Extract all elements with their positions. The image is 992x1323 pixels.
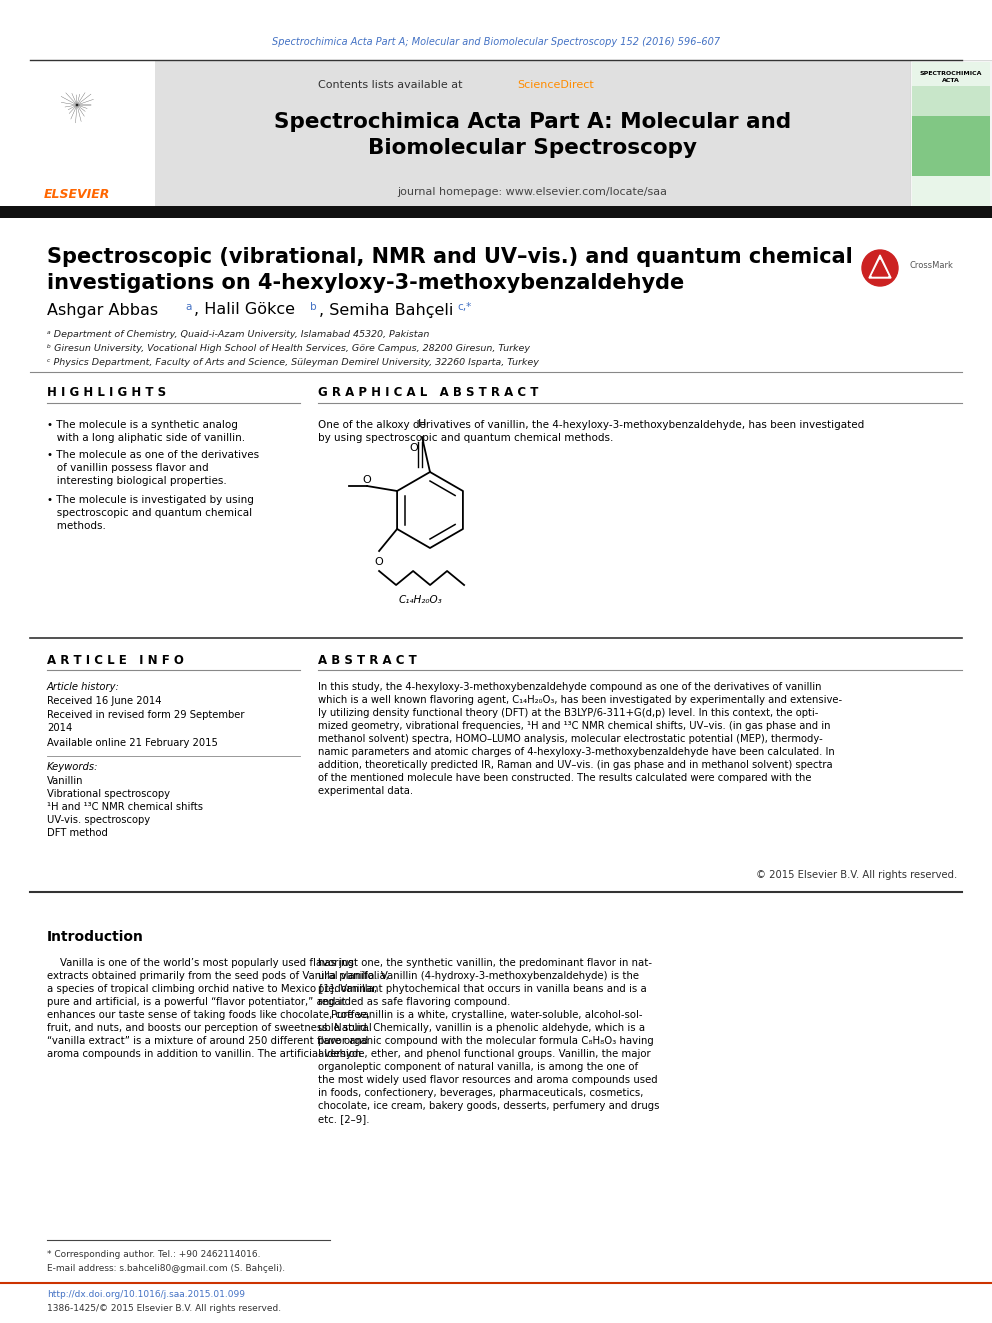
Text: has just one, the synthetic vanillin, the predominant flavor in nat-
ural vanill: has just one, the synthetic vanillin, th…	[318, 958, 660, 1125]
Text: In this study, the 4-hexyloxy-3-methoxybenzaldehyde compound as one of the deriv: In this study, the 4-hexyloxy-3-methoxyb…	[318, 681, 842, 796]
Text: Keywords:: Keywords:	[47, 762, 98, 773]
Polygon shape	[869, 255, 891, 278]
FancyBboxPatch shape	[155, 60, 910, 208]
Text: * Corresponding author. Tel.: +90 2462114016.: * Corresponding author. Tel.: +90 246211…	[47, 1250, 261, 1259]
Text: http://dx.doi.org/10.1016/j.saa.2015.01.099: http://dx.doi.org/10.1016/j.saa.2015.01.…	[47, 1290, 245, 1299]
Text: A R T I C L E   I N F O: A R T I C L E I N F O	[47, 654, 184, 667]
Text: Vanillin: Vanillin	[47, 777, 83, 786]
Text: UV-vis. spectroscopy: UV-vis. spectroscopy	[47, 815, 150, 826]
Text: ¹H and ¹³C NMR chemical shifts: ¹H and ¹³C NMR chemical shifts	[47, 802, 203, 812]
Text: ScienceDirect: ScienceDirect	[518, 79, 594, 90]
Text: H: H	[418, 419, 427, 429]
Text: Contents lists available at: Contents lists available at	[318, 79, 466, 90]
Text: ᵇ Giresun University, Vocational High School of Health Services, Göre Campus, 28: ᵇ Giresun University, Vocational High Sc…	[47, 344, 530, 353]
Text: b: b	[310, 302, 316, 312]
Text: , Semiha Bahçeli: , Semiha Bahçeli	[319, 303, 453, 318]
Text: c,*: c,*	[457, 302, 471, 312]
Text: Ashgar Abbas: Ashgar Abbas	[47, 303, 158, 318]
Text: Vibrational spectroscopy: Vibrational spectroscopy	[47, 789, 170, 799]
Text: Available online 21 February 2015: Available online 21 February 2015	[47, 738, 218, 747]
FancyBboxPatch shape	[912, 176, 990, 206]
Text: E-mail address: s.bahceli80@gmail.com (S. Bahçeli).: E-mail address: s.bahceli80@gmail.com (S…	[47, 1263, 285, 1273]
FancyBboxPatch shape	[0, 206, 992, 218]
Text: • The molecule is investigated by using
   spectroscopic and quantum chemical
  : • The molecule is investigated by using …	[47, 495, 254, 531]
Text: H I G H L I G H T S: H I G H L I G H T S	[47, 386, 166, 400]
Polygon shape	[872, 261, 888, 277]
Text: Spectrochimica Acta Part A: Molecular and
Biomolecular Spectroscopy: Spectrochimica Acta Part A: Molecular an…	[274, 112, 791, 157]
FancyBboxPatch shape	[0, 60, 155, 208]
Text: ᵃ Department of Chemistry, Quaid-i-Azam University, Islamabad 45320, Pakistan: ᵃ Department of Chemistry, Quaid-i-Azam …	[47, 329, 430, 339]
Text: Vanilla is one of the world’s most popularly used flavoring
extracts obtained pr: Vanilla is one of the world’s most popul…	[47, 958, 389, 1060]
Text: Received in revised form 29 September
2014: Received in revised form 29 September 20…	[47, 710, 244, 733]
Text: SPECTROCHIMICA
ACTA: SPECTROCHIMICA ACTA	[920, 71, 982, 82]
Text: • The molecule as one of the derivatives
   of vanillin possess flavor and
   in: • The molecule as one of the derivatives…	[47, 450, 259, 486]
Text: 1386-1425/© 2015 Elsevier B.V. All rights reserved.: 1386-1425/© 2015 Elsevier B.V. All right…	[47, 1304, 281, 1312]
Text: O: O	[363, 475, 371, 486]
Text: • The molecule is a synthetic analog
   with a long aliphatic side of vanillin.: • The molecule is a synthetic analog wit…	[47, 419, 245, 443]
FancyBboxPatch shape	[912, 86, 990, 116]
Text: O: O	[410, 443, 419, 452]
Text: © 2015 Elsevier B.V. All rights reserved.: © 2015 Elsevier B.V. All rights reserved…	[756, 871, 957, 880]
Text: CrossMark: CrossMark	[910, 261, 954, 270]
Text: Introduction: Introduction	[47, 930, 144, 945]
Text: Received 16 June 2014: Received 16 June 2014	[47, 696, 162, 706]
FancyBboxPatch shape	[912, 116, 990, 176]
Text: a: a	[185, 302, 191, 312]
Text: ELSEVIER: ELSEVIER	[44, 188, 110, 201]
FancyBboxPatch shape	[912, 62, 990, 86]
Text: One of the alkoxy derivatives of vanillin, the 4-hexyloxy-3-methoxybenzaldehyde,: One of the alkoxy derivatives of vanilli…	[318, 419, 864, 443]
FancyBboxPatch shape	[910, 60, 992, 208]
Text: Article history:: Article history:	[47, 681, 120, 692]
Text: Spectroscopic (vibrational, NMR and UV–vis.) and quantum chemical
investigations: Spectroscopic (vibrational, NMR and UV–v…	[47, 247, 853, 294]
Text: journal homepage: www.elsevier.com/locate/saa: journal homepage: www.elsevier.com/locat…	[398, 187, 668, 197]
Text: DFT method: DFT method	[47, 828, 108, 837]
Text: A B S T R A C T: A B S T R A C T	[318, 654, 417, 667]
Text: C₁₄H₂₀O₃: C₁₄H₂₀O₃	[398, 595, 441, 605]
Text: ᶜ Physics Department, Faculty of Arts and Science, Süleyman Demirel University, : ᶜ Physics Department, Faculty of Arts an…	[47, 359, 539, 366]
Text: Spectrochimica Acta Part A; Molecular and Biomolecular Spectroscopy 152 (2016) 5: Spectrochimica Acta Part A; Molecular an…	[272, 37, 720, 48]
Text: , Halil Gökce: , Halil Gökce	[194, 303, 295, 318]
Text: O: O	[375, 557, 384, 568]
Text: G R A P H I C A L   A B S T R A C T: G R A P H I C A L A B S T R A C T	[318, 386, 539, 400]
Circle shape	[862, 250, 898, 286]
